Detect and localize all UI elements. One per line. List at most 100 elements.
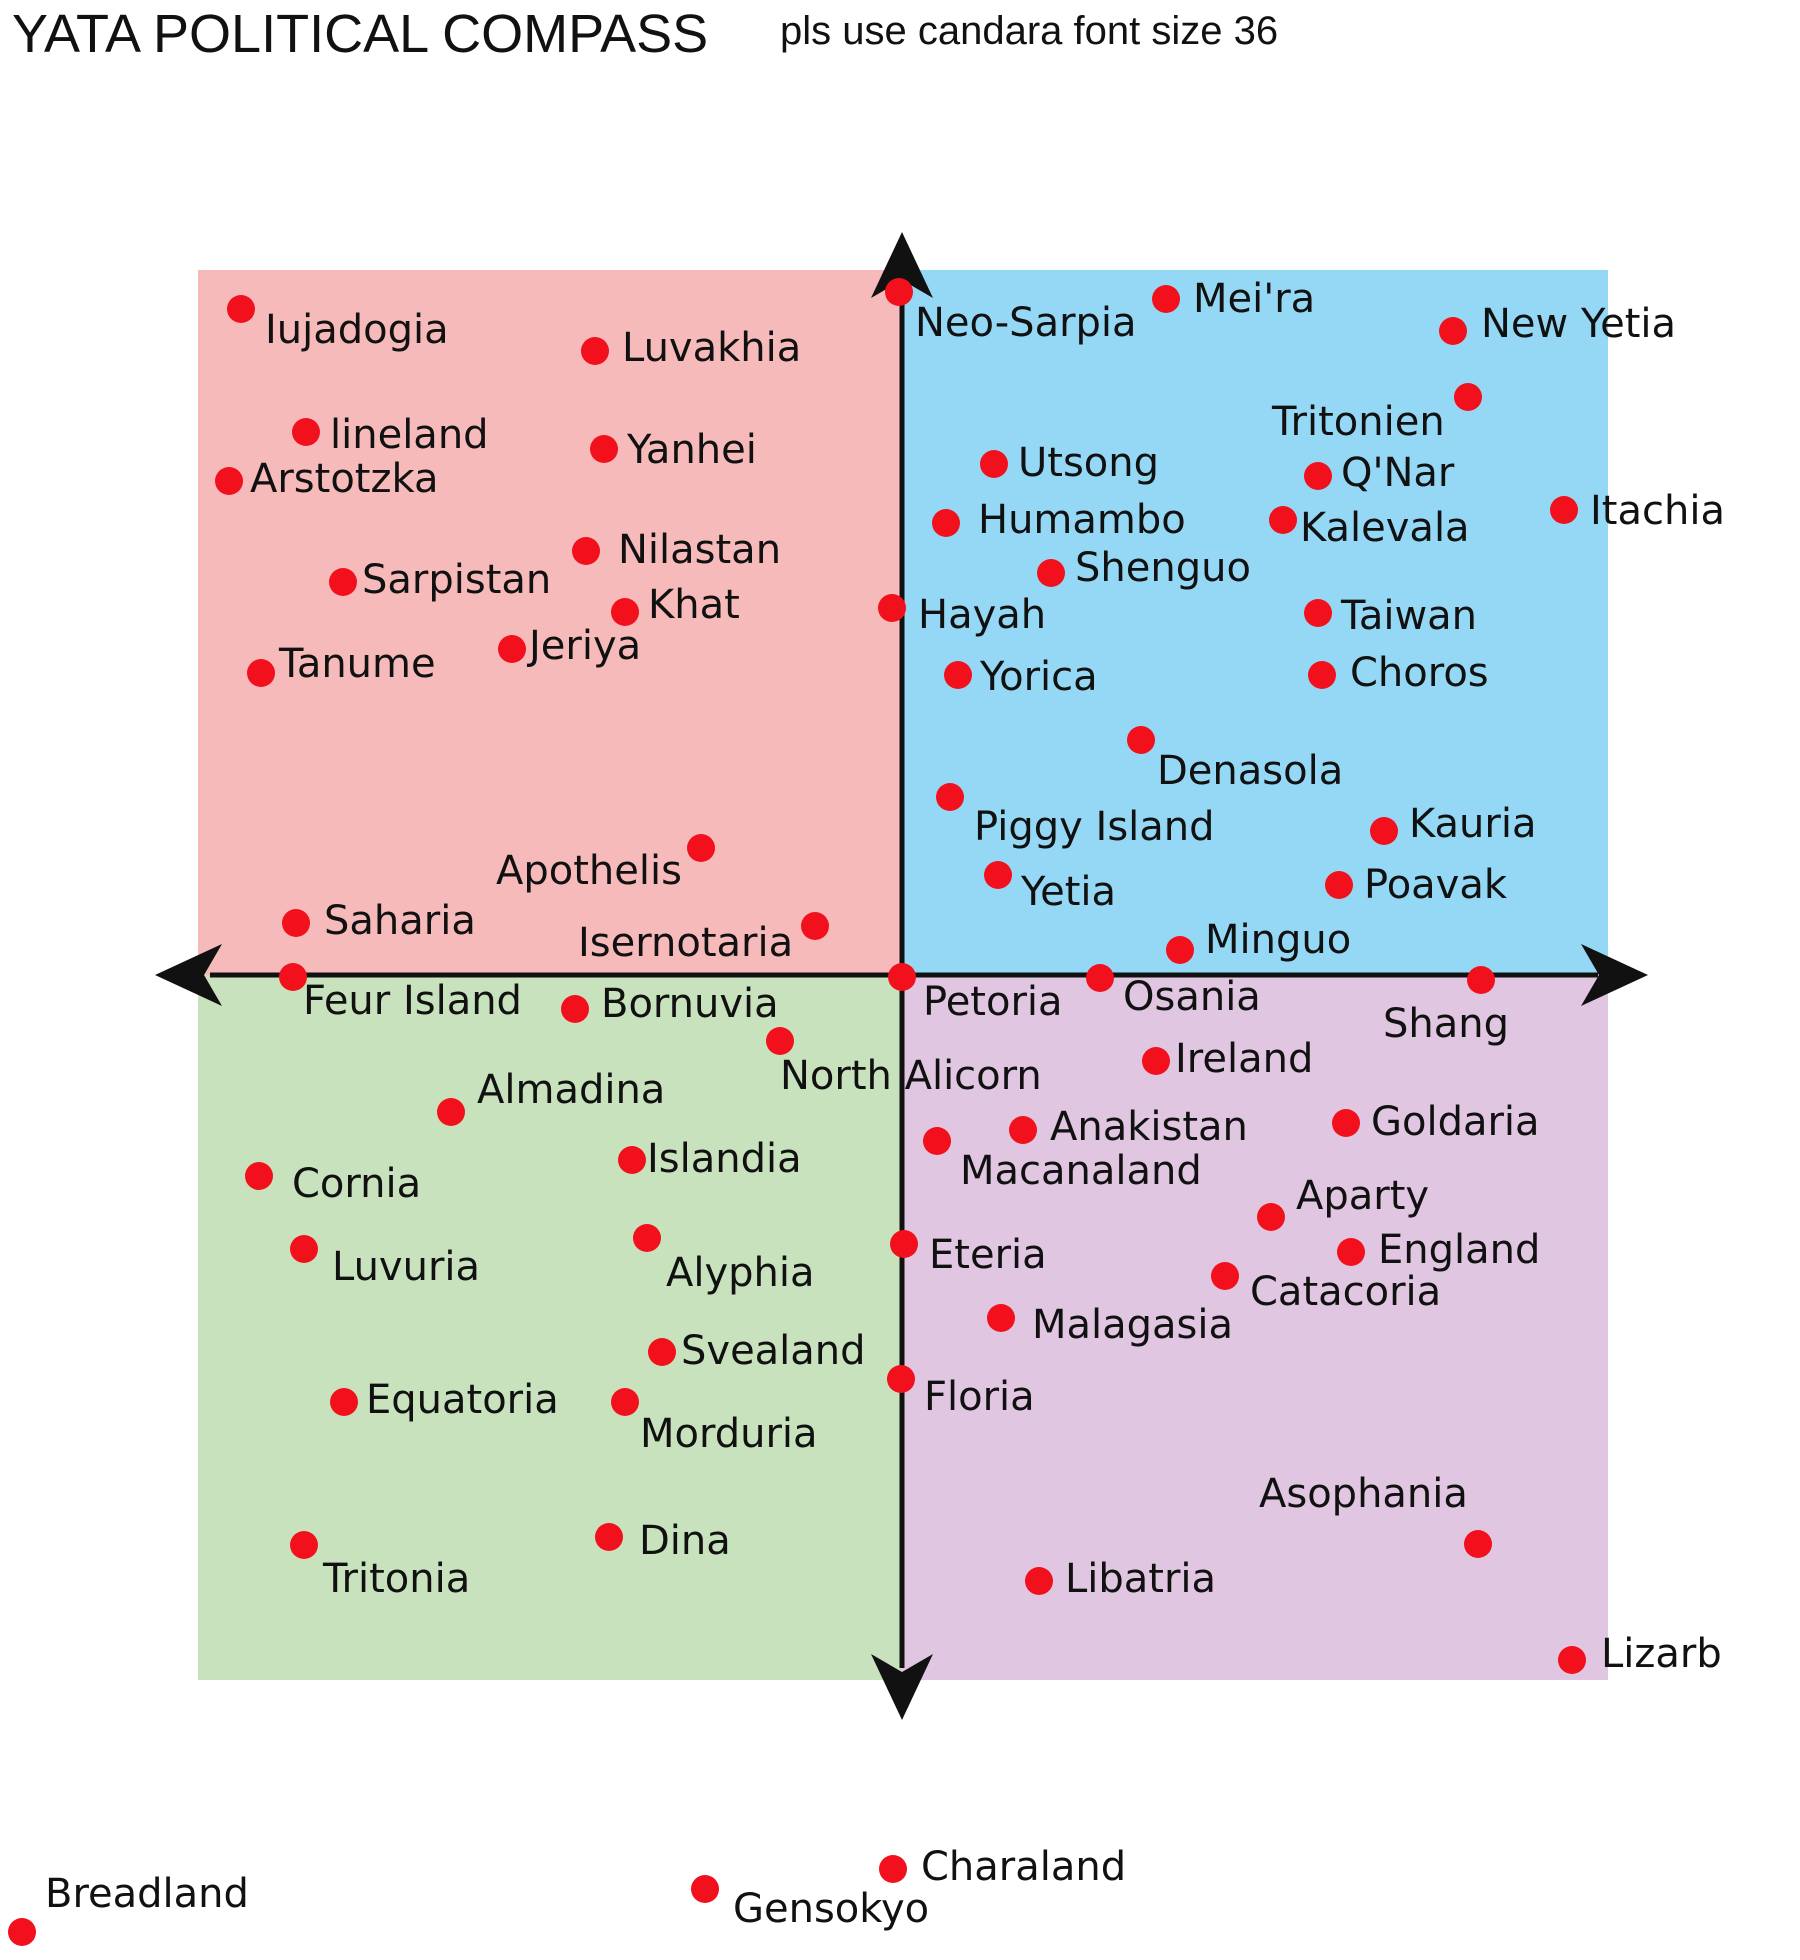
country-dot xyxy=(581,337,609,365)
country-label: Neo-Sarpia xyxy=(915,300,1137,346)
country-label: Q'Nar xyxy=(1341,450,1455,496)
quadrant-top-right xyxy=(902,270,1608,975)
country-dot xyxy=(1127,726,1155,754)
country-dot xyxy=(879,1855,907,1883)
header-note: pls use candara font size 36 xyxy=(780,9,1278,53)
country-dot xyxy=(888,963,916,991)
country-label: Feur Island xyxy=(303,978,522,1024)
country-label: Jeriya xyxy=(526,623,641,669)
country-dot xyxy=(245,1162,273,1190)
country-dot xyxy=(290,1531,318,1559)
country-dot xyxy=(1211,1262,1239,1290)
country-label: Dina xyxy=(639,1518,731,1564)
country-label: Aparty xyxy=(1296,1173,1429,1219)
country-dot xyxy=(282,909,310,937)
country-label: Kauria xyxy=(1409,801,1536,847)
country-dot xyxy=(923,1127,951,1155)
country-dot xyxy=(595,1523,623,1551)
arrow-down-icon xyxy=(871,1654,933,1720)
country-dot xyxy=(330,1388,358,1416)
country-dot xyxy=(290,1235,318,1263)
country-label: North Alicorn xyxy=(780,1053,1042,1099)
country-label: Denasola xyxy=(1157,748,1343,794)
country-label: Nilastan xyxy=(618,527,781,573)
country-label: Eteria xyxy=(929,1232,1047,1278)
country-dot xyxy=(215,467,243,495)
country-dot xyxy=(1142,1047,1170,1075)
country-label: Breadland xyxy=(45,1871,249,1917)
country-dot xyxy=(987,1304,1015,1332)
country-label: Yorica xyxy=(979,654,1098,700)
country-dot xyxy=(1558,1646,1586,1674)
country-dot xyxy=(687,834,715,862)
country-dot xyxy=(1086,964,1114,992)
country-dot xyxy=(1152,285,1180,313)
country-label: Sarpistan xyxy=(362,557,551,603)
country-dot xyxy=(1550,496,1578,524)
country-label: Morduria xyxy=(640,1411,818,1457)
country-label: Iujadogia xyxy=(265,307,449,353)
country-label: Minguo xyxy=(1205,917,1351,963)
country-label: Macanaland xyxy=(960,1148,1202,1194)
country-label: Malagasia xyxy=(1032,1302,1233,1348)
country-label: Khat xyxy=(648,582,740,628)
country-dot xyxy=(980,450,1008,478)
country-dot xyxy=(437,1098,465,1126)
country-label: Yetia xyxy=(1020,869,1116,915)
country-label: Mei'ra xyxy=(1193,276,1315,322)
country-label: Shenguo xyxy=(1075,545,1251,591)
country-dot xyxy=(1464,1530,1492,1558)
country-dot xyxy=(611,598,639,626)
country-label: Utsong xyxy=(1018,440,1159,486)
country-label: Osania xyxy=(1123,974,1261,1020)
country-dot xyxy=(1439,317,1467,345)
page-title: YATA POLITICAL COMPASS xyxy=(12,4,708,64)
country-label: New Yetia xyxy=(1481,301,1676,347)
country-dot xyxy=(227,295,255,323)
arrow-right-icon xyxy=(1581,944,1648,1006)
country-label: Floria xyxy=(924,1374,1035,1420)
country-dot xyxy=(984,861,1012,889)
country-label: Yanhei xyxy=(626,427,757,473)
country-label: Lizarb xyxy=(1601,1631,1722,1677)
quadrant-bottom-right xyxy=(902,975,1608,1680)
country-label: Bornuvia xyxy=(601,981,779,1027)
country-dot xyxy=(1454,383,1482,411)
country-dot xyxy=(618,1146,646,1174)
country-label: Svealand xyxy=(681,1328,866,1374)
country-label: Alyphia xyxy=(666,1250,815,1296)
country-label: Catacoria xyxy=(1250,1269,1441,1315)
country-label: England xyxy=(1378,1227,1540,1273)
country-label: Anakistan xyxy=(1050,1104,1248,1150)
country-dot xyxy=(1337,1238,1365,1266)
country-label: Saharia xyxy=(324,898,476,944)
country-label: Poavak xyxy=(1364,862,1508,908)
country-dot xyxy=(766,1027,794,1055)
country-label: Tritonien xyxy=(1271,399,1445,445)
country-label: Gensokyo xyxy=(733,1886,929,1932)
country-dot xyxy=(8,1918,36,1946)
country-dot xyxy=(329,568,357,596)
country-label: Itachia xyxy=(1590,488,1725,534)
country-dot xyxy=(292,418,320,446)
country-label: Apothelis xyxy=(496,848,682,894)
country-label: Isernotaria xyxy=(578,920,793,966)
country-label: Tanume xyxy=(278,641,436,687)
country-dot xyxy=(590,435,618,463)
country-label: lineland xyxy=(330,412,489,458)
country-dot xyxy=(878,594,906,622)
country-label: Arstotzka xyxy=(250,456,438,502)
country-dot xyxy=(936,783,964,811)
country-dot xyxy=(1166,936,1194,964)
country-dot xyxy=(932,509,960,537)
country-label: Kalevala xyxy=(1300,505,1470,551)
country-dot xyxy=(247,659,275,687)
country-dot xyxy=(1332,1109,1360,1137)
country-points: Iujadogia Luvakhia lineland Yanhei Arstotzka… xyxy=(8,276,1725,1946)
country-dot xyxy=(944,661,972,689)
country-dot xyxy=(572,537,600,565)
country-label: Luvuria xyxy=(332,1244,480,1290)
country-dot xyxy=(890,1230,918,1258)
country-label: Luvakhia xyxy=(622,325,801,371)
country-label: Taiwan xyxy=(1340,593,1477,639)
